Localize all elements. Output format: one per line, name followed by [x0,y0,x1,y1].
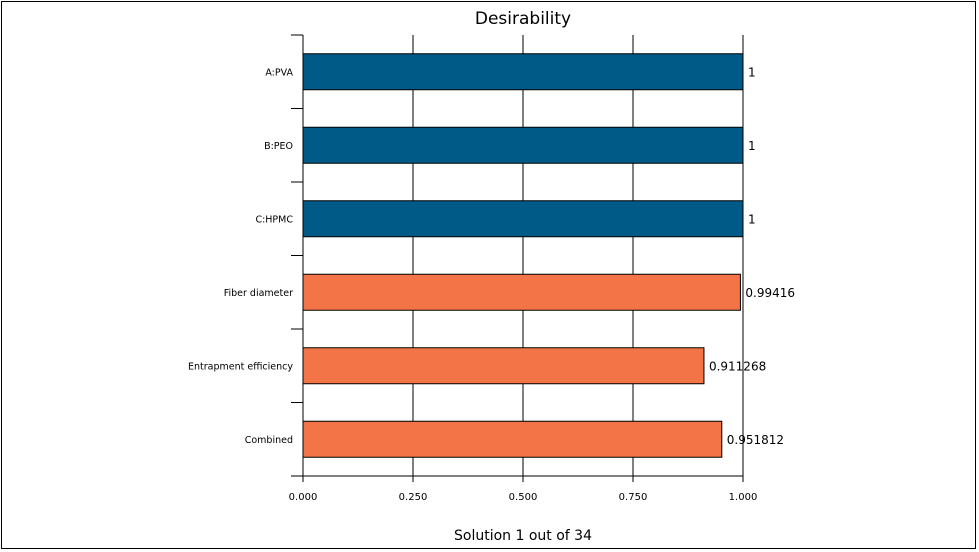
bar [302,126,744,164]
x-tick-label: 0.000 [289,492,318,503]
x-tick-label: 1.000 [729,492,758,503]
bar [302,200,744,238]
value-label: 0.99416 [745,286,795,300]
chart-title: Desirability [475,9,571,29]
bar [302,420,723,458]
x-tick-label: 0.250 [399,492,428,503]
category-label: A:PVA [265,67,293,78]
bars [302,53,744,458]
value-label: 0.951812 [727,433,784,447]
category-label: Entrapment efficiency [188,361,293,372]
category-label: B:PEO [264,141,293,152]
x-tick-label: 0.500 [509,492,538,503]
category-label: Combined [245,435,293,446]
category-label: Fiber diameter [224,288,293,299]
bar [302,53,744,91]
value-label: 1 [748,212,756,226]
value-label: 1 [748,65,756,79]
category-label: C:HPMC [255,214,293,225]
value-label: 1 [748,139,756,153]
axes [291,34,744,482]
labels: 0.000 0.250 0.500 0.750 1.000 A:PVA 1 B:PEO 1 C:H… [188,65,795,503]
x-tick-label: 0.750 [619,492,648,503]
grid-lines [302,35,744,476]
solution-footer: Solution 1 out of 34 [454,528,592,544]
bar [302,347,705,385]
value-label: 0.911268 [709,359,766,373]
bar [302,273,741,311]
